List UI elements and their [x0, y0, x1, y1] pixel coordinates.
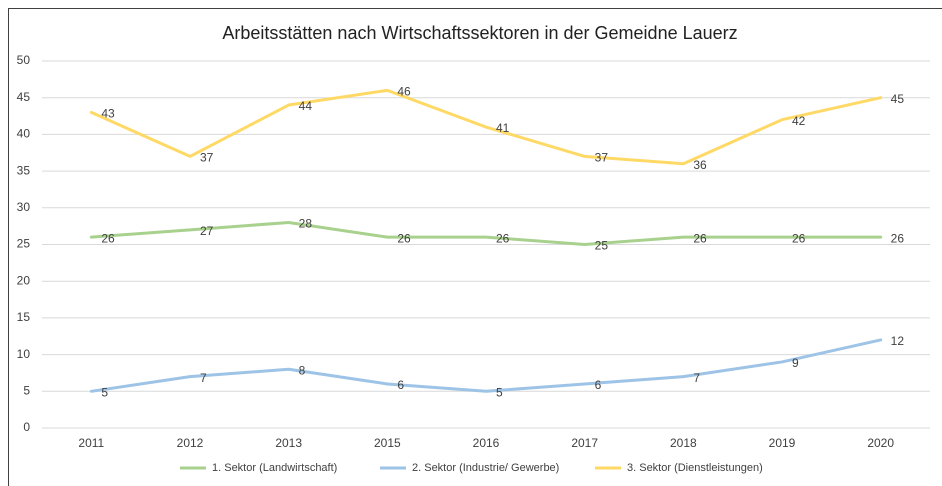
data-label: 26	[101, 231, 115, 245]
y-tick-label: 35	[17, 163, 31, 177]
data-label: 26	[891, 231, 905, 245]
data-label: 8	[299, 363, 306, 377]
y-tick-label: 5	[23, 383, 30, 397]
data-label: 6	[397, 378, 404, 392]
data-label: 46	[397, 85, 411, 99]
data-label: 37	[200, 151, 214, 165]
data-label: 28	[299, 217, 313, 231]
y-tick-label: 0	[23, 420, 30, 434]
data-label: 42	[792, 114, 806, 128]
data-label: 36	[693, 158, 707, 172]
data-label: 25	[595, 239, 609, 253]
series-line	[89, 88, 883, 166]
legend-label: 3. Sektor (Dienstleistungen)	[627, 462, 763, 474]
data-label: 7	[200, 371, 207, 385]
chart-frame	[8, 8, 942, 486]
data-label: 44	[299, 99, 313, 113]
data-label: 26	[693, 231, 707, 245]
data-label: 6	[595, 378, 602, 392]
data-label: 27	[200, 224, 214, 238]
x-tick-label: 2015	[374, 436, 401, 450]
data-label: 41	[496, 121, 510, 135]
x-tick-label: 2016	[473, 436, 500, 450]
legend-label: 1. Sektor (Landwirtschaft)	[212, 462, 337, 474]
x-tick-label: 2017	[571, 436, 598, 450]
y-tick-label: 25	[17, 237, 31, 251]
x-tick-label: 2019	[769, 436, 796, 450]
series-line	[89, 338, 883, 393]
y-tick-label: 10	[17, 347, 31, 361]
x-tick-label: 2011	[78, 436, 104, 450]
data-label: 37	[595, 151, 609, 165]
data-label: 26	[792, 231, 806, 245]
x-tick-label: 2020	[867, 436, 894, 450]
legend-label: 2. Sektor (Industrie/ Gewerbe)	[412, 462, 559, 474]
data-label: 12	[891, 334, 905, 348]
data-label: 26	[496, 231, 510, 245]
series-line	[89, 220, 883, 246]
data-label: 5	[101, 385, 108, 399]
y-tick-label: 30	[17, 200, 31, 214]
y-tick-label: 45	[17, 90, 31, 104]
x-tick-label: 2012	[177, 436, 204, 450]
data-label: 5	[496, 385, 503, 399]
y-tick-label: 20	[17, 273, 31, 287]
x-tick-label: 2018	[670, 436, 697, 450]
data-label: 26	[397, 231, 411, 245]
data-label: 9	[792, 356, 799, 370]
y-tick-label: 15	[17, 310, 31, 324]
y-tick-label: 50	[17, 53, 31, 67]
data-label: 43	[101, 107, 115, 121]
chart-title: Arbeitsstätten nach Wirtschaftssektoren …	[222, 23, 737, 43]
x-tick-label: 2013	[275, 436, 302, 450]
y-tick-label: 40	[17, 127, 31, 141]
data-label: 45	[891, 92, 905, 106]
data-label: 7	[693, 371, 700, 385]
